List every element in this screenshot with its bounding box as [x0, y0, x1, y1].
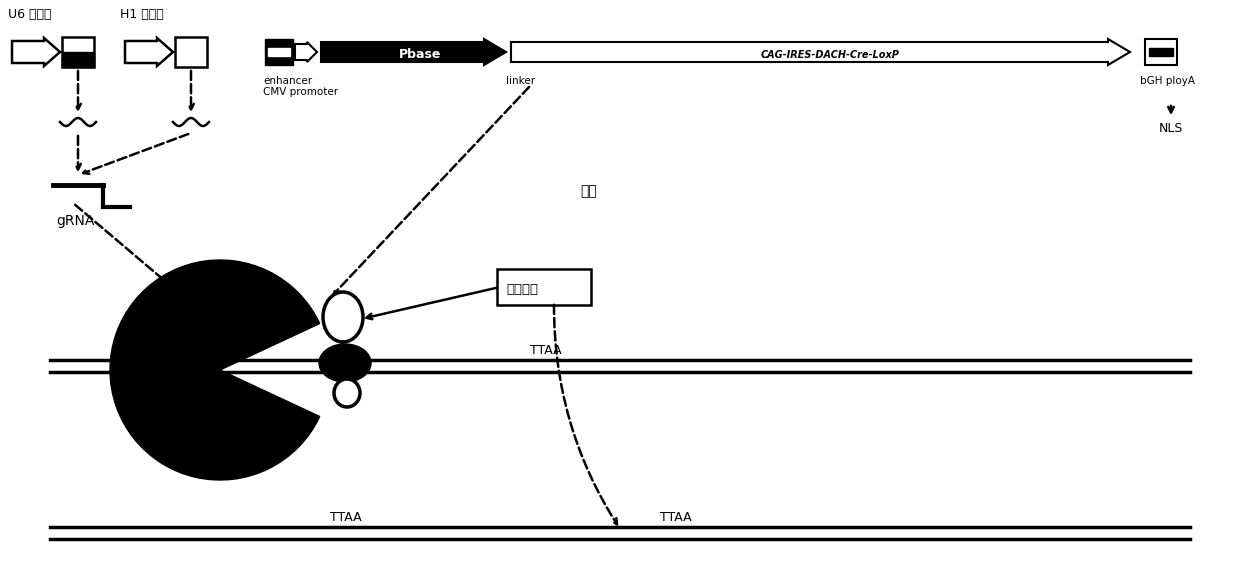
- FancyArrow shape: [125, 38, 174, 66]
- Ellipse shape: [319, 344, 371, 382]
- FancyArrow shape: [511, 39, 1130, 65]
- FancyArrow shape: [321, 39, 506, 65]
- Text: U6 启动子: U6 启动子: [7, 8, 52, 21]
- Text: bGH ployA: bGH ployA: [1140, 76, 1195, 86]
- Text: TTAA: TTAA: [529, 344, 562, 357]
- FancyBboxPatch shape: [1145, 39, 1177, 65]
- FancyBboxPatch shape: [62, 52, 94, 67]
- Text: gRNA: gRNA: [56, 214, 94, 228]
- Ellipse shape: [334, 379, 360, 407]
- Text: Pbase: Pbase: [398, 48, 441, 61]
- Text: CMV promoter: CMV promoter: [263, 87, 339, 97]
- FancyArrow shape: [295, 42, 317, 62]
- FancyBboxPatch shape: [175, 37, 207, 67]
- Text: enhancer: enhancer: [263, 76, 312, 86]
- Text: TTAA: TTAA: [660, 511, 692, 524]
- Wedge shape: [110, 260, 320, 480]
- FancyBboxPatch shape: [62, 37, 94, 67]
- Text: NLS: NLS: [1159, 122, 1183, 135]
- Text: 翻译: 翻译: [580, 184, 596, 198]
- Text: 外源基因: 外源基因: [506, 283, 538, 296]
- Text: linker: linker: [506, 76, 536, 86]
- FancyBboxPatch shape: [497, 269, 591, 305]
- Text: CAG-IRES-DACH-Cre-LoxP: CAG-IRES-DACH-Cre-LoxP: [760, 50, 899, 60]
- FancyBboxPatch shape: [268, 48, 290, 56]
- FancyBboxPatch shape: [265, 39, 293, 65]
- Text: H1 启动子: H1 启动子: [120, 8, 164, 21]
- FancyBboxPatch shape: [1149, 48, 1173, 56]
- FancyArrow shape: [12, 38, 60, 66]
- Text: TTAA: TTAA: [330, 511, 362, 524]
- Ellipse shape: [322, 292, 363, 342]
